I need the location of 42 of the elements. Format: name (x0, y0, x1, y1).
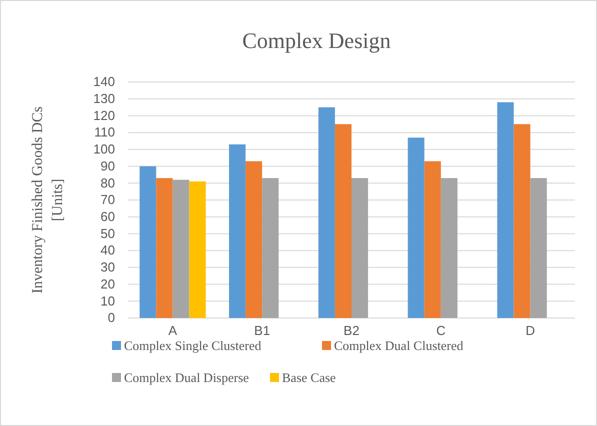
y-tick-label: 130 (93, 91, 115, 106)
bar (514, 124, 530, 318)
y-tick-label: 10 (100, 293, 115, 308)
bar (408, 138, 424, 318)
bar (172, 180, 190, 318)
y-tick-label: 110 (94, 124, 115, 140)
y-tick-label: 0 (108, 310, 115, 326)
x-tick-label: A (168, 323, 178, 338)
y-tick-label: 30 (100, 260, 115, 275)
x-tick-label: B2 (344, 323, 360, 338)
bar (140, 166, 156, 318)
bar (424, 161, 441, 318)
legend-label: Base Case (282, 370, 336, 385)
bar (352, 178, 368, 318)
bar (246, 161, 262, 318)
bar (318, 107, 335, 318)
y-tick-label: 140 (93, 74, 115, 90)
bar (497, 102, 514, 318)
y-tick-label: 60 (100, 209, 115, 224)
y-tick-label: 120 (93, 108, 115, 123)
y-tick-label: 50 (100, 226, 115, 241)
x-tick-label: B1 (254, 323, 270, 338)
y-tick-label: 70 (100, 192, 115, 208)
legend-label: Complex Dual Clustered (334, 338, 464, 353)
legend-label: Complex Dual Disperse (124, 370, 250, 385)
y-tick-label: 100 (93, 142, 115, 157)
bar (262, 178, 279, 318)
bar (189, 181, 206, 318)
y-tick-label: 40 (100, 242, 115, 258)
y-axis-title: Inventory Finished Goods DCs [Units] (30, 106, 66, 294)
chart-title: Complex Design (242, 28, 391, 53)
legend-label: Complex Single Clustered (124, 338, 262, 353)
x-tick-label: C (436, 323, 446, 338)
y-tick-label: 90 (100, 158, 115, 174)
bar (229, 144, 246, 318)
x-tick-label: D (526, 323, 535, 338)
bar (156, 178, 173, 318)
bar (440, 178, 458, 318)
bar (530, 178, 547, 318)
y-tick-label: 20 (100, 276, 115, 292)
y-tick-label: 80 (100, 175, 115, 190)
bar (334, 124, 352, 318)
